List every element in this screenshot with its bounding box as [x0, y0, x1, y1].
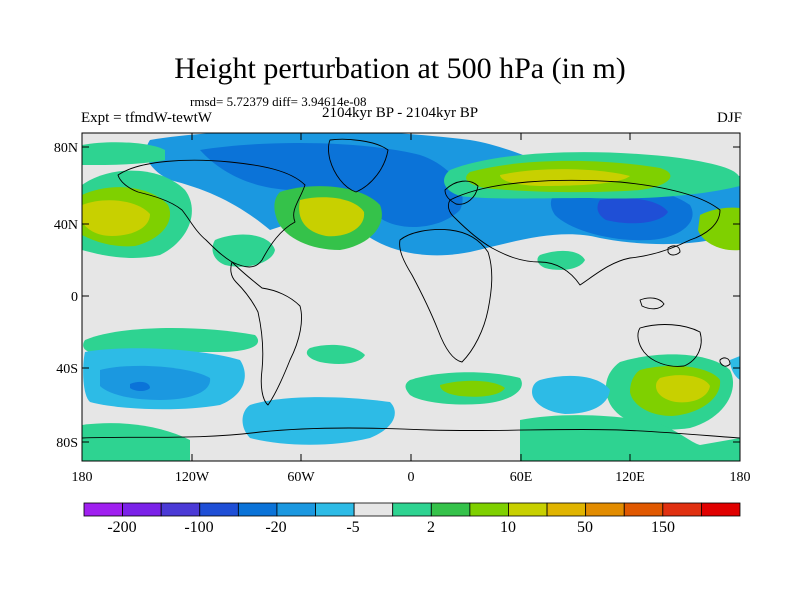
- experiment-label: Expt = tfmdW-tewtW: [81, 110, 212, 126]
- lon-tick-60w: 60W: [287, 470, 315, 485]
- lon-tick-180w: 180: [72, 470, 93, 485]
- rmsd-stats: rmsd= 5.72379 diff= 3.94614e-08: [190, 94, 367, 109]
- colorbar-label: -200: [107, 519, 136, 536]
- lon-tick-180e: 180: [730, 470, 751, 485]
- contour-high-pacific-upper: [82, 142, 165, 165]
- contour-neg-southern: [242, 397, 395, 445]
- colorbar-label: 2: [427, 519, 435, 536]
- lat-tick-40s: 40S: [56, 362, 78, 377]
- contour-high-antarctic-east: [520, 415, 740, 461]
- colorbar-swatch: [508, 502, 548, 517]
- colorbar-labels: -200 -100 -20 -5 2 10 50 150: [107, 519, 675, 536]
- colorbar: [83, 502, 741, 517]
- colorbar-label: 10: [500, 519, 516, 536]
- contour-neg-sindian: [532, 375, 610, 414]
- colorbar-swatch: [585, 502, 625, 517]
- contour-neg-asia-core: [597, 198, 668, 224]
- colorbar-swatch: [430, 502, 471, 517]
- season-label: DJF: [716, 110, 742, 126]
- contour-high-pacific-3: [82, 200, 150, 236]
- axis-ticks: [81, 133, 741, 461]
- plot-title: Height perturbation at 500 hPa (in m): [174, 52, 626, 85]
- contour-neg-spacific-core: [130, 381, 150, 391]
- contour-high-sindian-2: [440, 380, 505, 397]
- colorbar-label: 150: [651, 519, 675, 536]
- contour-high-westpac: [698, 207, 740, 251]
- lon-tick-60e: 60E: [510, 470, 533, 485]
- colorbar-swatch: [199, 502, 239, 517]
- contour-high-s-east-3: [656, 375, 710, 403]
- colorbar-swatch: [392, 502, 432, 517]
- colorbar-swatch: [315, 502, 355, 517]
- time-period-label: 2104kyr BP - 2104kyr BP: [322, 105, 479, 121]
- colorbar-swatch: [122, 502, 162, 517]
- contour-high-satlantic: [306, 344, 365, 364]
- lat-tick-0: 0: [71, 290, 78, 305]
- lat-tick-40n: 40N: [54, 218, 78, 233]
- contour-field: [82, 133, 740, 461]
- contour-high-atlantic-2: [299, 197, 365, 237]
- contour-negative-north-inner: [200, 143, 463, 228]
- lat-tick-80s: 80S: [56, 436, 78, 451]
- contour-high-antarctic: [82, 423, 190, 461]
- colorbar-swatch: [546, 502, 587, 517]
- colorbar-label: 50: [577, 519, 593, 536]
- colorbar-swatch: [160, 502, 201, 517]
- lat-tick-80n: 80N: [54, 141, 78, 156]
- contour-high-spacific: [83, 328, 259, 352]
- lon-tick-0: 0: [408, 470, 415, 485]
- lon-tick-120e: 120E: [615, 470, 645, 485]
- colorbar-swatch: [276, 502, 316, 517]
- colorbar-swatch: [701, 502, 741, 517]
- colorbar-label: -100: [184, 519, 213, 536]
- colorbar-swatch: [237, 502, 278, 517]
- lon-tick-120w: 120W: [175, 470, 210, 485]
- colorbar-swatch: [623, 502, 664, 517]
- coastlines: [82, 138, 740, 439]
- colorbar-label: -20: [265, 519, 286, 536]
- contour-high-caribbean: [212, 234, 275, 267]
- contour-neg-spacific-2: [100, 365, 211, 400]
- contour-high-nasia: [537, 250, 585, 270]
- colorbar-swatch: [353, 502, 394, 517]
- colorbar-swatch: [83, 502, 123, 517]
- colorbar-swatch: [662, 502, 702, 517]
- colorbar-label: -5: [346, 519, 359, 536]
- colorbar-swatch: [469, 502, 509, 517]
